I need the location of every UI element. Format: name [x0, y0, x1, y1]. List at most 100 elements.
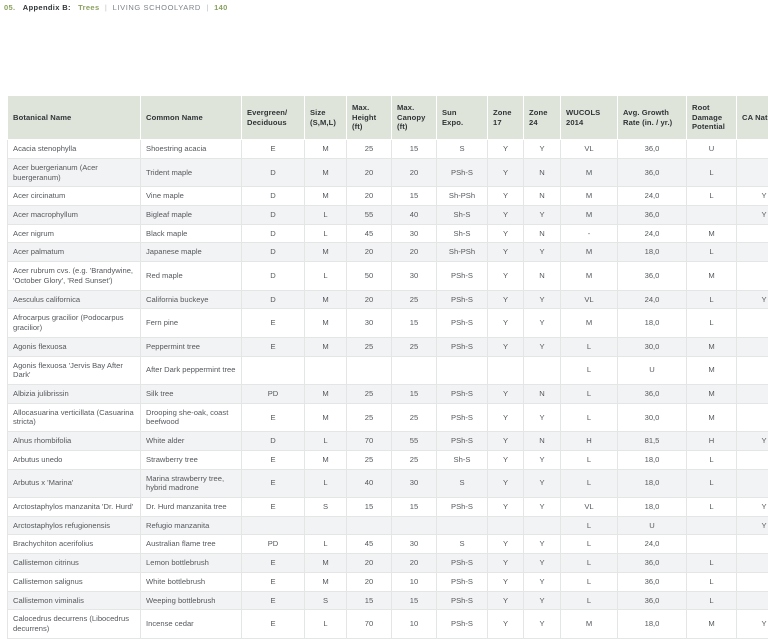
column-header-botanical-name[interactable]: Botanical Name: [8, 96, 141, 140]
cell-ca-native: [737, 309, 768, 337]
cell-root-damage-potential: L: [687, 187, 737, 206]
cell-sun-exposure: PSh-S: [437, 384, 488, 403]
cell-evergreen-deciduous: E: [242, 497, 305, 516]
cell-sun-exposure: Sh-S: [437, 206, 488, 225]
table-row[interactable]: Allocasuarina verticillata (Casuarina st…: [8, 403, 768, 431]
cell-zone-17: Y: [488, 337, 524, 356]
table-row[interactable]: Calocedrus decurrens (Libocedrus decurre…: [8, 610, 768, 638]
table-row[interactable]: Agonis flexuosa 'Jervis Bay After Dark'A…: [8, 356, 768, 384]
cell-botanical-name: Acer rubrum cvs. (e.g. 'Brandywine, 'Oct…: [8, 262, 141, 290]
cell-zone-24: Y: [524, 610, 561, 638]
column-header-common-name[interactable]: Common Name: [141, 96, 242, 140]
cell-botanical-name: Acacia stenophylla: [8, 140, 141, 159]
cell-zone-24: N: [524, 158, 561, 186]
cell-evergreen-deciduous: PD: [242, 384, 305, 403]
cell-wucols-2014: M: [561, 610, 618, 638]
cell-size: M: [305, 384, 347, 403]
cell-max-canopy: 20: [392, 554, 437, 573]
cell-evergreen-deciduous: E: [242, 610, 305, 638]
cell-sun-exposure: [437, 356, 488, 384]
cell-ca-native: Y: [737, 516, 768, 535]
cell-max-height: 25: [347, 337, 392, 356]
running-head-separator-2: |: [203, 3, 211, 12]
cell-evergreen-deciduous: [242, 516, 305, 535]
column-header-evergreen-deciduous[interactable]: Evergreen/Deciduous: [242, 96, 305, 140]
cell-common-name: Incense cedar: [141, 610, 242, 638]
cell-max-canopy: 15: [392, 187, 437, 206]
cell-max-height: 15: [347, 591, 392, 610]
cell-botanical-name: Callistemon viminalis: [8, 591, 141, 610]
cell-ca-native: [737, 384, 768, 403]
cell-zone-17: Y: [488, 290, 524, 309]
cell-avg-growth-rate: 24,0: [618, 290, 687, 309]
running-head-topic: Trees: [78, 3, 99, 12]
cell-sun-exposure: Sh-S: [437, 450, 488, 469]
cell-evergreen-deciduous: D: [242, 290, 305, 309]
cell-ca-native: [737, 337, 768, 356]
cell-wucols-2014: H: [561, 432, 618, 451]
running-head-page-number: 140: [214, 3, 228, 12]
table-row[interactable]: Arbutus x 'Marina'Marina strawberry tree…: [8, 469, 768, 497]
cell-common-name: Shoestring acacia: [141, 140, 242, 159]
cell-zone-17: Y: [488, 224, 524, 243]
cell-botanical-name: Acer circinatum: [8, 187, 141, 206]
cell-root-damage-potential: U: [687, 140, 737, 159]
table-row[interactable]: Arctostaphylos manzanita 'Dr. Hurd'Dr. H…: [8, 497, 768, 516]
cell-evergreen-deciduous: E: [242, 309, 305, 337]
cell-size: [305, 516, 347, 535]
cell-max-canopy: 20: [392, 243, 437, 262]
cell-root-damage-potential: M: [687, 224, 737, 243]
cell-ca-native: Y: [737, 290, 768, 309]
cell-size: S: [305, 497, 347, 516]
column-header-max-height[interactable]: Max.Height(ft): [347, 96, 392, 140]
column-header-size[interactable]: Size(S,M,L): [305, 96, 347, 140]
cell-zone-24: [524, 516, 561, 535]
cell-common-name: White bottlebrush: [141, 572, 242, 591]
cell-sun-exposure: S: [437, 469, 488, 497]
table-row[interactable]: Acer rubrum cvs. (e.g. 'Brandywine, 'Oct…: [8, 262, 768, 290]
cell-wucols-2014: L: [561, 554, 618, 573]
cell-zone-17: Y: [488, 497, 524, 516]
table-row[interactable]: Acer buergerianum (Acer buergeranum)Trid…: [8, 158, 768, 186]
cell-max-canopy: 15: [392, 140, 437, 159]
column-header-ca-native[interactable]: CA Native: [737, 96, 768, 140]
cell-common-name: Dr. Hurd manzanita tree: [141, 497, 242, 516]
cell-evergreen-deciduous: D: [242, 432, 305, 451]
cell-root-damage-potential: L: [687, 243, 737, 262]
cell-botanical-name: Callistemon salignus: [8, 572, 141, 591]
cell-size: M: [305, 403, 347, 431]
cell-avg-growth-rate: 24,0: [618, 535, 687, 554]
cell-wucols-2014: L: [561, 591, 618, 610]
cell-avg-growth-rate: 81,5: [618, 432, 687, 451]
cell-root-damage-potential: M: [687, 403, 737, 431]
table-row[interactable]: Afrocarpus gracilior (Podocarpus gracili…: [8, 309, 768, 337]
cell-common-name: Japanese maple: [141, 243, 242, 262]
cell-wucols-2014: L: [561, 572, 618, 591]
cell-evergreen-deciduous: D: [242, 243, 305, 262]
column-header-max-canopy[interactable]: Max.Canopy(ft): [392, 96, 437, 140]
cell-evergreen-deciduous: D: [242, 206, 305, 225]
cell-zone-17: Y: [488, 554, 524, 573]
